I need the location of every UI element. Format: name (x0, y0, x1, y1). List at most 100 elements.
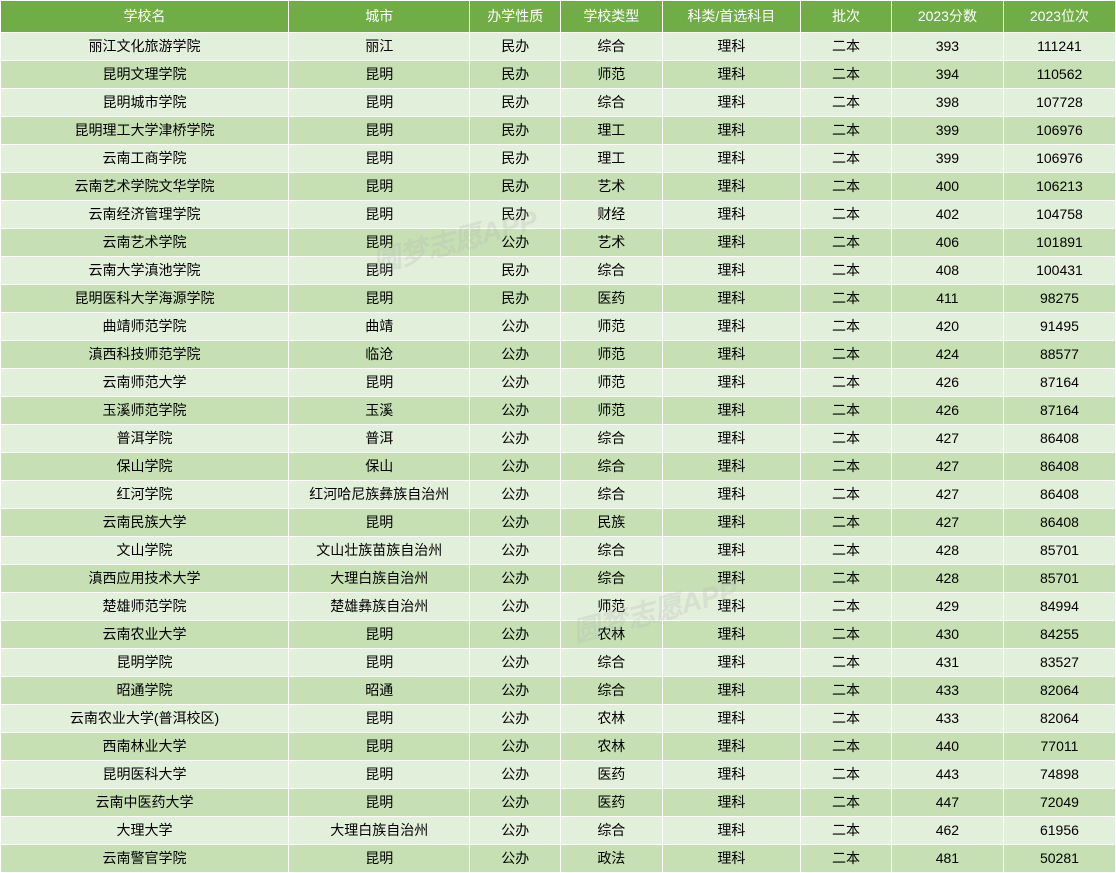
table-cell: 理科 (662, 229, 801, 257)
table-cell: 理科 (662, 789, 801, 817)
table-cell: 106976 (1003, 145, 1115, 173)
table-cell: 公办 (470, 789, 561, 817)
table-cell: 昆明 (289, 705, 470, 733)
table-cell: 402 (891, 201, 1003, 229)
table-cell: 公办 (470, 509, 561, 537)
table-cell: 二本 (801, 537, 892, 565)
table-cell: 399 (891, 117, 1003, 145)
table-cell: 400 (891, 173, 1003, 201)
table-row: 昭通学院昭通公办综合理科二本43382064 (1, 677, 1116, 705)
table-cell: 民办 (470, 285, 561, 313)
table-row: 云南警官学院昆明公办政法理科二本48150281 (1, 845, 1116, 873)
table-cell: 滇西应用技术大学 (1, 565, 289, 593)
table-cell: 86408 (1003, 509, 1115, 537)
table-cell: 二本 (801, 789, 892, 817)
table-cell: 二本 (801, 733, 892, 761)
table-row: 大理大学大理白族自治州公办综合理科二本46261956 (1, 817, 1116, 845)
table-cell: 理科 (662, 285, 801, 313)
table-cell: 民族 (561, 509, 662, 537)
table-cell: 二本 (801, 89, 892, 117)
table-cell: 104758 (1003, 201, 1115, 229)
table-cell: 师范 (561, 341, 662, 369)
table-cell: 87164 (1003, 369, 1115, 397)
table-cell: 民办 (470, 145, 561, 173)
table-cell: 云南中医药大学 (1, 789, 289, 817)
table-cell: 昭通 (289, 677, 470, 705)
table-cell: 昆明 (289, 145, 470, 173)
table-cell: 公办 (470, 481, 561, 509)
table-cell: 理工 (561, 145, 662, 173)
table-cell: 大理白族自治州 (289, 817, 470, 845)
table-cell: 理科 (662, 817, 801, 845)
table-cell: 106213 (1003, 173, 1115, 201)
table-cell: 医药 (561, 789, 662, 817)
table-cell: 云南工商学院 (1, 145, 289, 173)
table-cell: 理科 (662, 565, 801, 593)
table-cell: 二本 (801, 117, 892, 145)
table-cell: 二本 (801, 761, 892, 789)
table-cell: 云南农业大学 (1, 621, 289, 649)
header-type: 学校类型 (561, 1, 662, 33)
table-cell: 西南林业大学 (1, 733, 289, 761)
table-row: 滇西应用技术大学大理白族自治州公办综合理科二本42885701 (1, 565, 1116, 593)
header-row: 学校名 城市 办学性质 学校类型 科类/首选科目 批次 2023分数 2023位… (1, 1, 1116, 33)
table-row: 昆明城市学院昆明民办综合理科二本398107728 (1, 89, 1116, 117)
table-cell: 二本 (801, 845, 892, 873)
table-cell: 110562 (1003, 61, 1115, 89)
table-cell: 昆明 (289, 285, 470, 313)
table-cell: 83527 (1003, 649, 1115, 677)
table-cell: 昆明 (289, 761, 470, 789)
table-cell: 二本 (801, 509, 892, 537)
header-score: 2023分数 (891, 1, 1003, 33)
header-batch: 批次 (801, 1, 892, 33)
table-cell: 政法 (561, 845, 662, 873)
table-row: 红河学院红河哈尼族彝族自治州公办综合理科二本42786408 (1, 481, 1116, 509)
table-cell: 综合 (561, 537, 662, 565)
table-cell: 昆明 (289, 845, 470, 873)
table-cell: 丽江文化旅游学院 (1, 33, 289, 61)
table-cell: 昆明 (289, 733, 470, 761)
table-cell: 保山学院 (1, 453, 289, 481)
table-cell: 昆明理工大学津桥学院 (1, 117, 289, 145)
table-cell: 111241 (1003, 33, 1115, 61)
table-cell: 理科 (662, 621, 801, 649)
table-cell: 艺术 (561, 229, 662, 257)
table-cell: 二本 (801, 257, 892, 285)
table-cell: 公办 (470, 761, 561, 789)
table-cell: 427 (891, 425, 1003, 453)
table-cell: 理科 (662, 845, 801, 873)
table-row: 文山学院文山壮族苗族自治州公办综合理科二本42885701 (1, 537, 1116, 565)
table-cell: 二本 (801, 621, 892, 649)
table-row: 保山学院保山公办综合理科二本42786408 (1, 453, 1116, 481)
table-header: 学校名 城市 办学性质 学校类型 科类/首选科目 批次 2023分数 2023位… (1, 1, 1116, 33)
table-row: 楚雄师范学院楚雄彝族自治州公办师范理科二本42984994 (1, 593, 1116, 621)
table-cell: 玉溪 (289, 397, 470, 425)
table-row: 丽江文化旅游学院丽江民办综合理科二本393111241 (1, 33, 1116, 61)
table-cell: 红河哈尼族彝族自治州 (289, 481, 470, 509)
table-cell: 综合 (561, 425, 662, 453)
table-cell: 二本 (801, 313, 892, 341)
table-cell: 二本 (801, 677, 892, 705)
table-cell: 393 (891, 33, 1003, 61)
table-cell: 462 (891, 817, 1003, 845)
table-cell: 昆明 (289, 509, 470, 537)
table-cell: 98275 (1003, 285, 1115, 313)
table-cell: 综合 (561, 453, 662, 481)
table-cell: 昆明医科大学海源学院 (1, 285, 289, 313)
table-cell: 保山 (289, 453, 470, 481)
table-row: 昆明理工大学津桥学院昆明民办理工理科二本399106976 (1, 117, 1116, 145)
table-cell: 理科 (662, 649, 801, 677)
table-cell: 106976 (1003, 117, 1115, 145)
table-row: 云南大学滇池学院昆明民办综合理科二本408100431 (1, 257, 1116, 285)
table-cell: 61956 (1003, 817, 1115, 845)
table-row: 昆明文理学院昆明民办师范理科二本394110562 (1, 61, 1116, 89)
table-cell: 二本 (801, 145, 892, 173)
table-cell: 医药 (561, 285, 662, 313)
table-cell: 农林 (561, 705, 662, 733)
header-rank: 2023位次 (1003, 1, 1115, 33)
table-cell: 综合 (561, 257, 662, 285)
table-cell: 428 (891, 537, 1003, 565)
table-cell: 二本 (801, 285, 892, 313)
table-cell: 理科 (662, 201, 801, 229)
header-school: 学校名 (1, 1, 289, 33)
